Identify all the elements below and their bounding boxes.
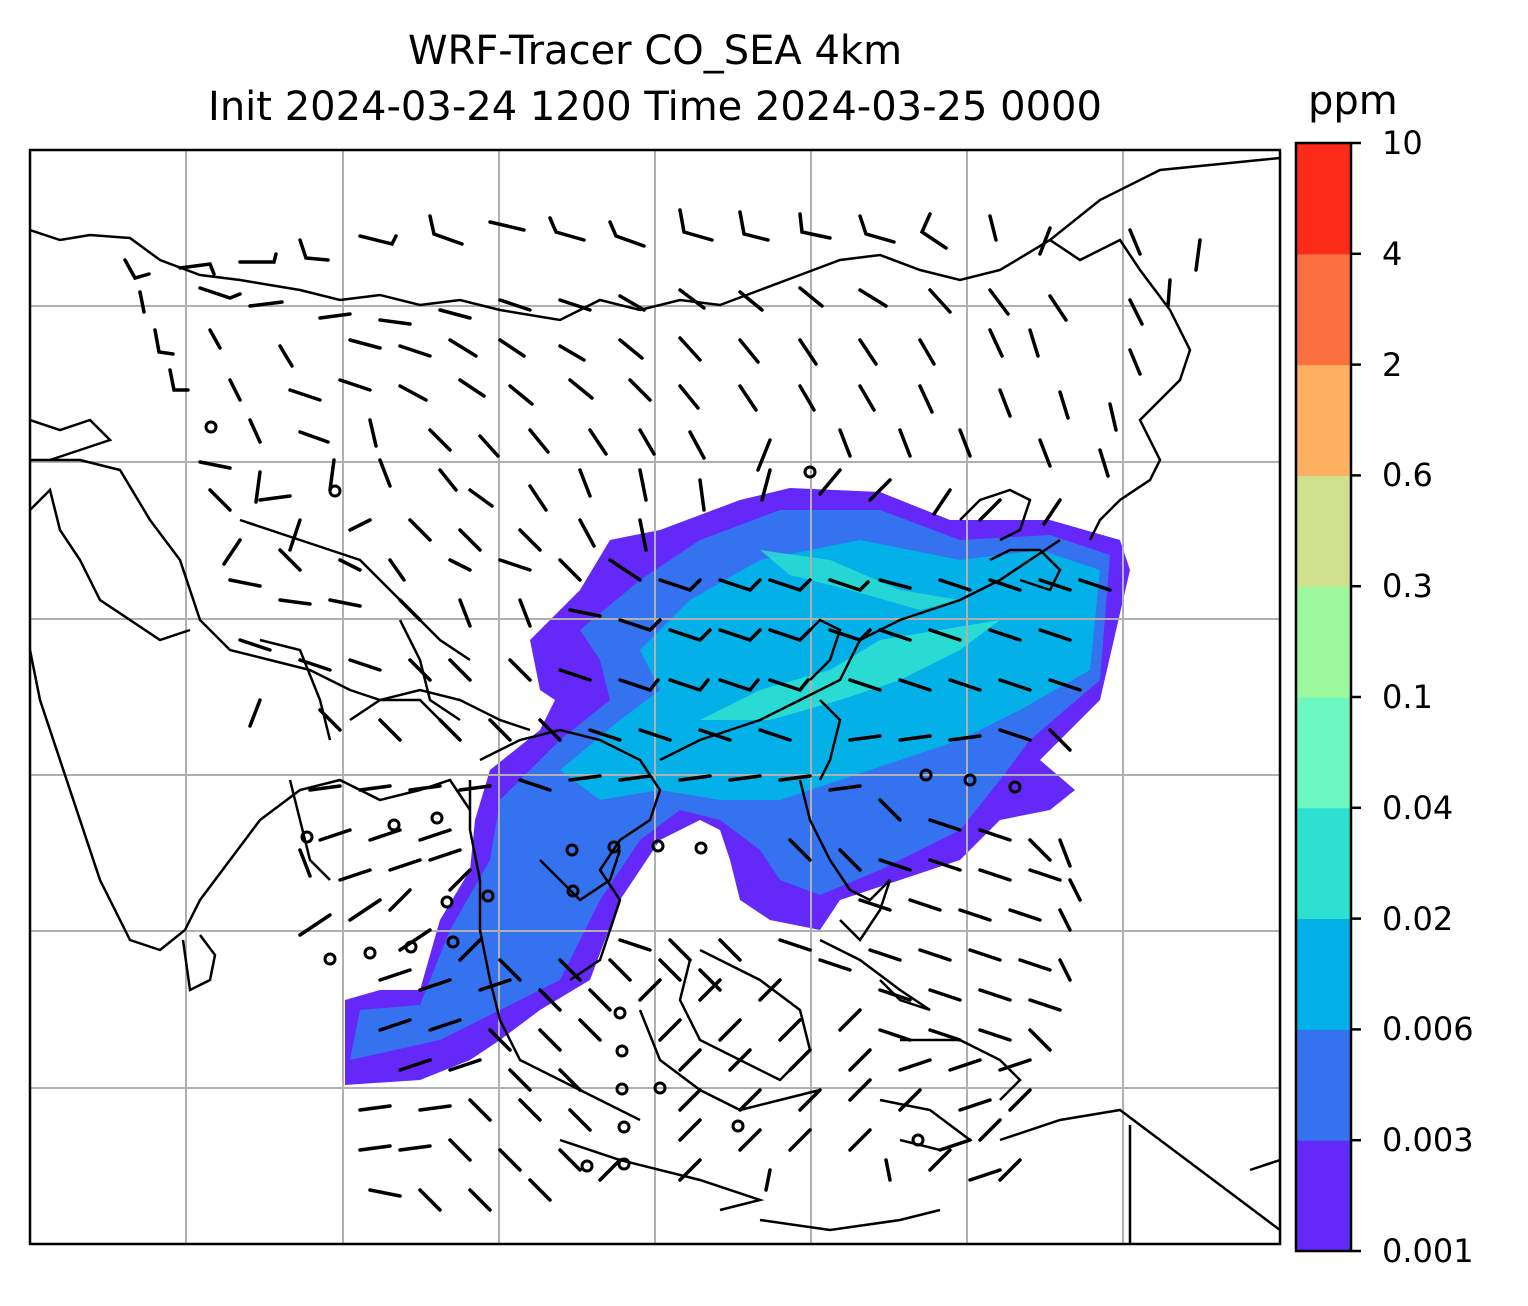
colorbar — [1296, 143, 1351, 1252]
wind-barbs — [123, 208, 1202, 1212]
colorbar-tick-label: 0.006 — [1382, 1010, 1474, 1049]
colorbar-segment — [1296, 253, 1351, 366]
colorbar-segment — [1296, 918, 1351, 1030]
colorbar-tick-label: 0.003 — [1382, 1121, 1474, 1160]
colorbar-segment — [1296, 1029, 1351, 1141]
colorbar-unit-label: ppm — [1308, 78, 1398, 124]
colorbar-segment — [1296, 475, 1351, 587]
colorbar-tick-label: 0.1 — [1382, 678, 1433, 716]
colorbar-tick-label: 10 — [1382, 124, 1423, 162]
tracer-plume — [345, 488, 1130, 1085]
colorbar-segment — [1296, 1140, 1351, 1252]
plume-level-4 — [700, 620, 1000, 720]
colorbar-segment — [1296, 586, 1351, 698]
colorbar-tick-label: 0.6 — [1382, 456, 1433, 495]
colorbar-tick-label: 0.02 — [1382, 899, 1454, 938]
colorbar-segment — [1296, 143, 1351, 255]
colorbar-segment — [1296, 697, 1351, 809]
colorbar-ticks — [1351, 141, 1361, 1253]
colorbar-segment — [1296, 364, 1351, 476]
map-subtitle: Init 2024-03-24 1200 Time 2024-03-25 000… — [208, 84, 1102, 130]
colorbar-tick-label: 2 — [1382, 345, 1403, 384]
colorbar-tick-label: 4 — [1382, 234, 1403, 273]
map-title: WRF-Tracer CO_SEA 4km — [407, 28, 903, 74]
colorbar-tick-label: 0.3 — [1382, 567, 1433, 606]
map-frame — [28, 148, 1282, 1246]
colorbar-tick-label: 0.001 — [1382, 1232, 1474, 1270]
colorbar-segment — [1296, 807, 1351, 920]
calm-wind-circles — [204, 420, 1022, 1173]
colorbar-tick-label: 0.04 — [1382, 788, 1454, 827]
